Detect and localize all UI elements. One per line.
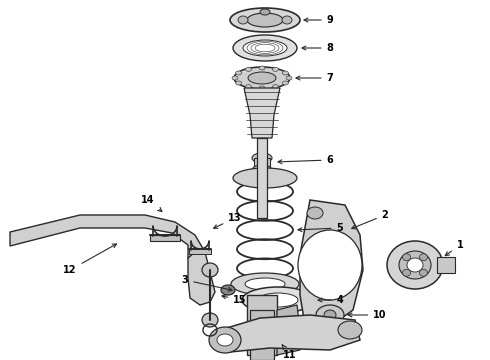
Ellipse shape [202,313,218,327]
Bar [250,310,274,360]
Ellipse shape [252,153,272,163]
Polygon shape [277,305,300,335]
Ellipse shape [252,165,272,175]
Bar [437,257,455,273]
Text: 2: 2 [352,210,389,229]
Ellipse shape [245,278,285,290]
Ellipse shape [233,35,297,61]
Ellipse shape [419,254,427,261]
Text: 6: 6 [278,155,333,165]
Ellipse shape [217,334,233,346]
Ellipse shape [233,168,297,188]
Text: 4: 4 [318,295,343,305]
Text: 13: 13 [214,213,242,228]
Polygon shape [244,88,280,138]
Ellipse shape [298,230,362,300]
Ellipse shape [236,81,242,85]
Polygon shape [277,330,300,355]
Text: 10: 10 [348,310,387,320]
Bar [254,158,270,170]
Ellipse shape [247,13,283,27]
Ellipse shape [231,273,299,295]
Ellipse shape [272,85,278,89]
Ellipse shape [324,310,336,320]
Ellipse shape [282,71,289,75]
Ellipse shape [282,81,289,85]
Ellipse shape [232,76,238,80]
Text: 9: 9 [304,15,333,25]
Ellipse shape [238,16,248,24]
Ellipse shape [402,269,411,276]
Bar [257,138,267,218]
Text: 11: 11 [282,345,297,360]
Ellipse shape [202,263,218,277]
Text: 7: 7 [296,73,333,83]
Polygon shape [188,252,215,305]
Bar [189,249,211,254]
Ellipse shape [230,8,300,32]
Ellipse shape [259,66,265,70]
Ellipse shape [316,305,344,325]
Polygon shape [254,170,270,180]
Ellipse shape [209,327,241,353]
Bar [247,295,277,355]
Ellipse shape [407,258,423,272]
Ellipse shape [242,287,314,313]
Polygon shape [300,200,363,330]
Ellipse shape [259,86,265,90]
Ellipse shape [282,16,292,24]
Text: 3: 3 [182,275,232,291]
Ellipse shape [260,9,270,15]
Ellipse shape [245,67,251,71]
Text: 8: 8 [302,43,333,53]
Text: 1: 1 [445,240,464,256]
Ellipse shape [221,285,235,295]
Ellipse shape [402,254,411,261]
Ellipse shape [338,321,362,339]
Ellipse shape [307,207,323,219]
Ellipse shape [272,67,278,71]
Text: 12: 12 [63,244,117,275]
Bar [150,235,180,241]
Ellipse shape [236,71,242,75]
Ellipse shape [387,241,443,289]
Ellipse shape [399,251,431,279]
Ellipse shape [243,40,287,56]
Text: 5: 5 [298,223,343,233]
Ellipse shape [234,67,290,89]
Ellipse shape [248,72,276,84]
Ellipse shape [258,293,298,307]
Ellipse shape [245,85,251,89]
Polygon shape [10,215,205,268]
Text: 15: 15 [222,295,247,305]
Ellipse shape [419,269,427,276]
Polygon shape [215,315,360,352]
Ellipse shape [286,76,292,80]
Text: 14: 14 [141,195,162,211]
